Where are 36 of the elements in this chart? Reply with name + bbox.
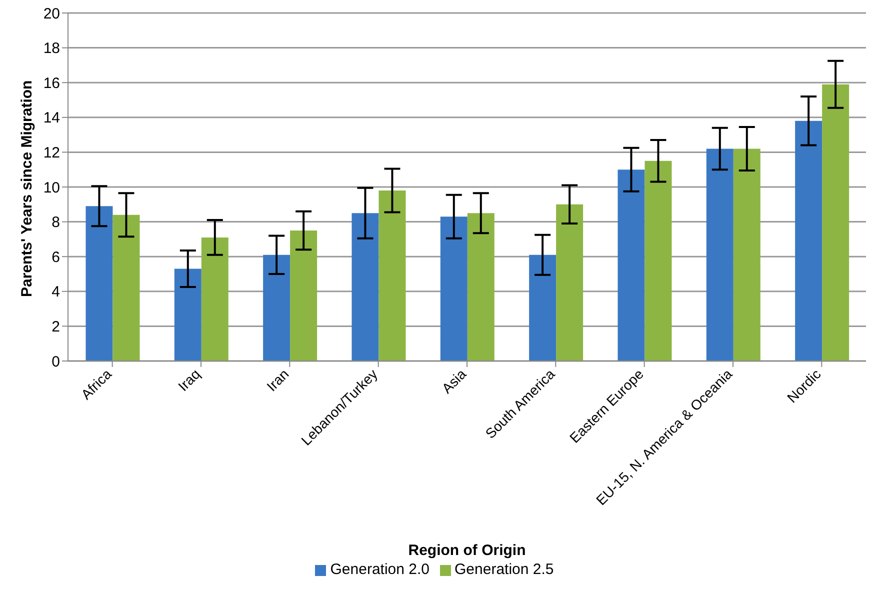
bar: [529, 254, 556, 361]
x-tick-label: Iraq: [174, 366, 204, 394]
bar: [618, 170, 645, 361]
bar: [290, 230, 318, 361]
bar: [352, 213, 379, 361]
bar: [706, 148, 734, 361]
bar: [201, 237, 228, 361]
y-tick-label: 8: [52, 214, 60, 232]
x-tick-label: Asia: [438, 366, 470, 396]
y-tick-label: 0: [52, 353, 60, 370]
y-tick-label: 20: [43, 5, 60, 22]
bar: [112, 214, 140, 361]
legend-label: Generation 2.5: [454, 561, 554, 578]
bar: [440, 216, 468, 361]
bar: [378, 190, 406, 361]
bar: [467, 213, 494, 361]
y-tick-label: 18: [43, 40, 60, 58]
x-tick-label: Iran: [263, 366, 292, 394]
bar: [556, 204, 584, 361]
y-tick-label: 16: [43, 74, 60, 92]
bar: [644, 160, 672, 361]
y-tick-label: 4: [52, 284, 60, 301]
y-tick-label: 6: [52, 248, 60, 266]
bar: [733, 148, 760, 361]
y-tick-label: 10: [43, 179, 60, 196]
bar: [174, 268, 202, 361]
y-tick-label: 12: [43, 144, 60, 162]
bar: [86, 206, 113, 361]
bar: [263, 254, 290, 361]
bar: [795, 120, 822, 361]
y-tick-label: 2: [52, 318, 60, 336]
bar: [822, 84, 850, 361]
legend-label: Generation 2.0: [330, 561, 430, 578]
y-axis-title: Parents' Years since Migration: [18, 80, 36, 297]
x-axis-title: Region of Origin: [408, 542, 526, 559]
y-tick-label: 14: [43, 110, 60, 127]
